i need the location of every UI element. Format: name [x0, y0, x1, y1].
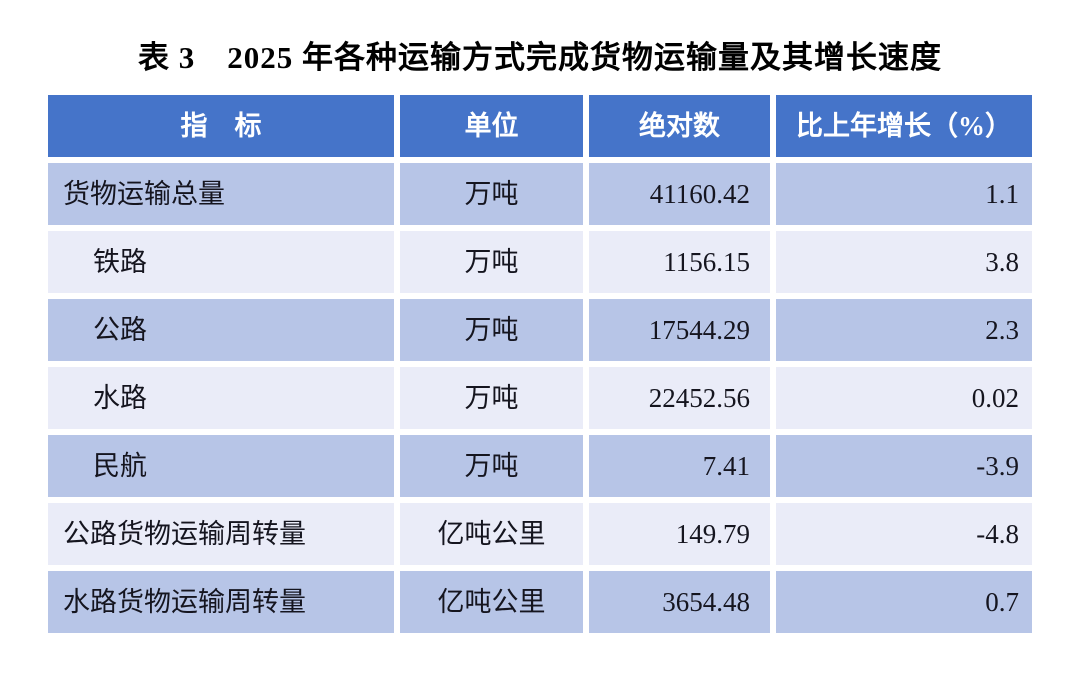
cell-indicator: 水路 [48, 367, 394, 429]
header-indicator: 指 标 [48, 95, 394, 157]
table-row-waterway: 水路 万吨 22452.56 0.02 [48, 367, 1032, 429]
cell-unit: 万吨 [400, 231, 583, 293]
header-growth-over-previous-year: 比上年增长（%） [776, 95, 1032, 157]
cell-indicator: 水路货物运输周转量 [48, 571, 394, 633]
table-row-total-freight: 货物运输总量 万吨 41160.42 1.1 [48, 163, 1032, 225]
cell-growth: -3.9 [776, 435, 1032, 497]
cell-indicator: 货物运输总量 [48, 163, 394, 225]
cell-value: 7.41 [589, 435, 770, 497]
cell-growth: 0.7 [776, 571, 1032, 633]
cell-unit: 亿吨公里 [400, 571, 583, 633]
cell-growth: -4.8 [776, 503, 1032, 565]
cell-value: 41160.42 [589, 163, 770, 225]
cell-unit: 万吨 [400, 435, 583, 497]
cell-indicator: 民航 [48, 435, 394, 497]
cell-unit: 万吨 [400, 367, 583, 429]
freight-transport-table: 指 标 单位 绝对数 比上年增长（%） 货物运输总量 万吨 41160.42 1… [48, 95, 1032, 633]
cell-unit: 万吨 [400, 163, 583, 225]
cell-unit: 亿吨公里 [400, 503, 583, 565]
cell-value: 3654.48 [589, 571, 770, 633]
table-row-highway: 公路 万吨 17544.29 2.3 [48, 299, 1032, 361]
cell-growth: 2.3 [776, 299, 1032, 361]
table-row-waterway-turnover: 水路货物运输周转量 亿吨公里 3654.48 0.7 [48, 571, 1032, 633]
cell-unit: 万吨 [400, 299, 583, 361]
cell-value: 17544.29 [589, 299, 770, 361]
cell-growth: 0.02 [776, 367, 1032, 429]
cell-value: 149.79 [589, 503, 770, 565]
cell-growth: 3.8 [776, 231, 1032, 293]
cell-indicator: 铁路 [48, 231, 394, 293]
header-unit: 单位 [400, 95, 583, 157]
cell-value: 1156.15 [589, 231, 770, 293]
table-row-civil-aviation: 民航 万吨 7.41 -3.9 [48, 435, 1032, 497]
header-absolute-number: 绝对数 [589, 95, 770, 157]
cell-indicator: 公路 [48, 299, 394, 361]
table-row-highway-turnover: 公路货物运输周转量 亿吨公里 149.79 -4.8 [48, 503, 1032, 565]
table-title: 表 3 2025 年各种运输方式完成货物运输量及其增长速度 [138, 40, 942, 75]
table-header-row: 指 标 单位 绝对数 比上年增长（%） [48, 95, 1032, 157]
cell-indicator: 公路货物运输周转量 [48, 503, 394, 565]
table-row-railway: 铁路 万吨 1156.15 3.8 [48, 231, 1032, 293]
cell-value: 22452.56 [589, 367, 770, 429]
cell-growth: 1.1 [776, 163, 1032, 225]
